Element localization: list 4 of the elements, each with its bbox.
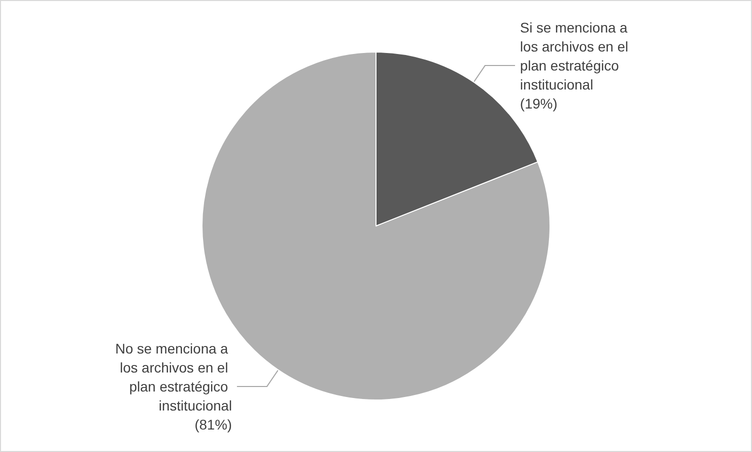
slice-label: No se menciona a los archivos en el plan estratégico institucional: [115, 340, 232, 414]
slice-label: Si se menciona a los archivos en el plan estratégico institucional: [520, 20, 632, 93]
data-label: (19%): [520, 96, 558, 112]
data-label: (81%): [194, 416, 232, 432]
